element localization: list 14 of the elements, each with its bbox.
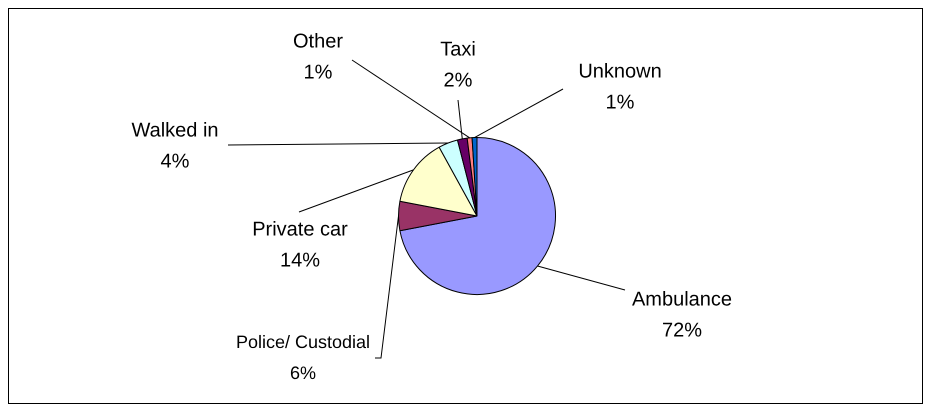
slice-label: Ambulance (632, 288, 732, 311)
slice-label: Other (292, 30, 344, 53)
data-label: 4% (160, 150, 190, 173)
data-label: 1% (606, 92, 635, 114)
data-label: 6% (290, 362, 316, 383)
slice-label: Taxi (440, 38, 476, 61)
slice-label: Private car (252, 218, 348, 241)
data-label: 2% (444, 70, 473, 92)
slice-label: Walked in (131, 120, 219, 142)
data-label: 1% (304, 62, 333, 84)
slice-label: Police/ Custodial (236, 332, 370, 352)
data-label: 72% (662, 320, 702, 342)
data-label: 14% (280, 250, 320, 272)
slice-label: Unknown (578, 60, 662, 83)
